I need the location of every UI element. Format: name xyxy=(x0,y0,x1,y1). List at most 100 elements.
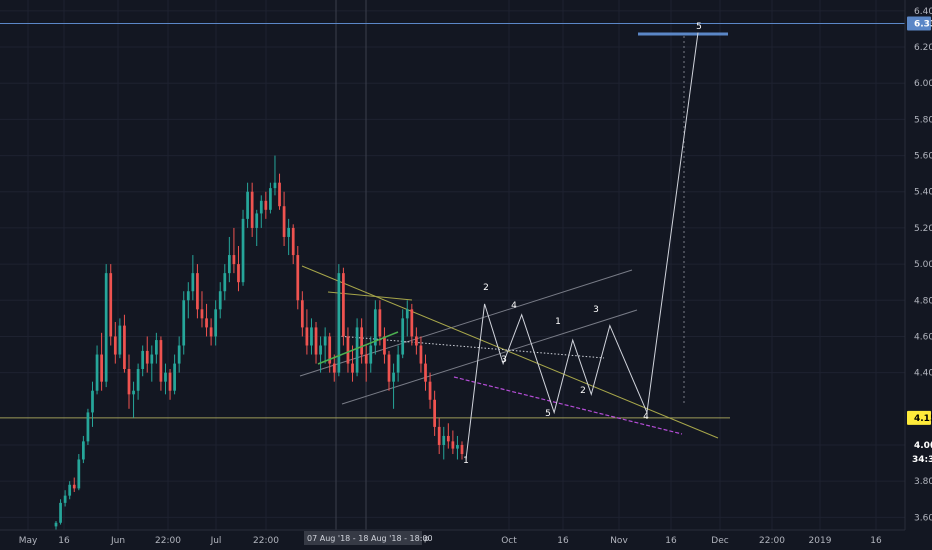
candle xyxy=(360,318,364,364)
candle xyxy=(396,345,400,382)
candle xyxy=(86,408,90,445)
time-tick-label: 2019 xyxy=(809,536,832,546)
candle xyxy=(323,327,327,364)
candle xyxy=(177,336,181,373)
candle xyxy=(100,332,103,391)
wave-label: 5 xyxy=(545,409,551,419)
candle-body xyxy=(77,459,81,489)
candle-body xyxy=(109,273,113,337)
candle-body xyxy=(456,444,459,449)
crosshair-tag-label: Aug '18 - 18:00 xyxy=(371,534,433,543)
candle-body xyxy=(164,372,167,382)
candle-body xyxy=(319,345,322,355)
time-axis-background[interactable] xyxy=(0,530,905,550)
candle-body xyxy=(86,412,90,442)
candle xyxy=(415,327,418,355)
candle-body xyxy=(383,336,386,355)
candle-body xyxy=(323,336,327,346)
candle-body xyxy=(209,327,213,337)
crosshair-tag-bg xyxy=(304,531,370,545)
price-tick-label: 3.60 xyxy=(914,513,932,523)
candle-body xyxy=(136,369,140,391)
wave-label: 2 xyxy=(580,386,586,396)
candle xyxy=(173,354,176,395)
candle xyxy=(164,363,167,395)
candle xyxy=(241,209,245,286)
candle xyxy=(310,318,313,355)
candle-body xyxy=(141,350,145,370)
candle-body xyxy=(63,495,67,503)
candle xyxy=(154,332,158,364)
candle-body xyxy=(205,318,208,328)
candle xyxy=(113,321,117,364)
candle xyxy=(442,426,446,460)
price-tag: 4.00 xyxy=(907,437,932,452)
candle xyxy=(123,314,126,373)
candle-body xyxy=(360,327,364,355)
candle xyxy=(364,345,368,382)
price-tick-label: 5.60 xyxy=(914,152,932,162)
candle xyxy=(182,291,186,355)
candle-body xyxy=(237,264,240,283)
time-tick-label: Oct xyxy=(501,536,517,546)
price-tick-label: 5.40 xyxy=(914,188,932,198)
wave-label: 4 xyxy=(511,301,517,311)
candle xyxy=(355,318,359,377)
support-line-purple xyxy=(453,376,683,435)
candle-body xyxy=(123,325,126,370)
candle xyxy=(259,195,263,228)
candle-body xyxy=(369,345,373,364)
price-tag-bg xyxy=(907,437,931,452)
candle-body xyxy=(223,273,227,292)
candle-body xyxy=(95,354,99,391)
candle xyxy=(59,499,62,525)
candle-body xyxy=(282,206,286,237)
candle xyxy=(54,520,58,530)
candle xyxy=(127,354,131,409)
candle-body xyxy=(186,291,190,301)
time-axis[interactable]: May 16 Jun 22:00 Jul 22:00 Oct 16 Nov 16 Dec 22:00 2… xyxy=(19,536,882,546)
candle xyxy=(319,336,322,373)
candle xyxy=(291,224,295,265)
bar-countdown: 34:31 xyxy=(912,455,932,465)
price-tag-bg xyxy=(907,410,931,425)
price-tag-bg xyxy=(907,16,931,31)
candle-body xyxy=(182,300,186,346)
dotted-trend-line xyxy=(337,335,605,359)
price-tick-label: 6.00 xyxy=(914,79,932,89)
candle-body xyxy=(337,273,341,373)
price-tick-label: 4.80 xyxy=(914,296,932,306)
candle xyxy=(383,327,386,364)
price-tick-label: 4.40 xyxy=(914,369,932,379)
candle-body xyxy=(241,218,245,283)
price-tag-label: 6.33 xyxy=(914,20,932,30)
candle xyxy=(451,430,455,455)
candle-body xyxy=(104,273,108,382)
candle xyxy=(446,423,450,449)
candle xyxy=(77,454,81,491)
time-tick-label: May xyxy=(19,536,38,546)
crosshair-tag-tail: p xyxy=(424,534,429,543)
candle xyxy=(104,264,108,388)
resistance-segment xyxy=(327,291,413,301)
candle-body xyxy=(273,182,277,189)
channel-line-upper xyxy=(299,269,633,377)
price-tag: 4.15 xyxy=(907,410,932,425)
candle xyxy=(264,191,268,219)
candle xyxy=(401,309,405,359)
candle-body xyxy=(159,340,163,382)
time-tick-label: 16 xyxy=(557,536,569,546)
time-tick-label: Jul xyxy=(210,536,222,546)
candle-body xyxy=(91,390,94,413)
candle xyxy=(145,336,149,373)
crosshair-time-tag: Aug '18 - 18:00 xyxy=(368,531,433,545)
candle-body xyxy=(168,372,172,391)
candle xyxy=(132,381,135,418)
candle-body xyxy=(378,309,382,337)
price-tag-label: 4.15 xyxy=(914,414,932,424)
wave-label: 3 xyxy=(593,305,599,315)
candle xyxy=(159,336,163,391)
candle-body xyxy=(401,318,405,355)
candle-body xyxy=(314,327,318,355)
